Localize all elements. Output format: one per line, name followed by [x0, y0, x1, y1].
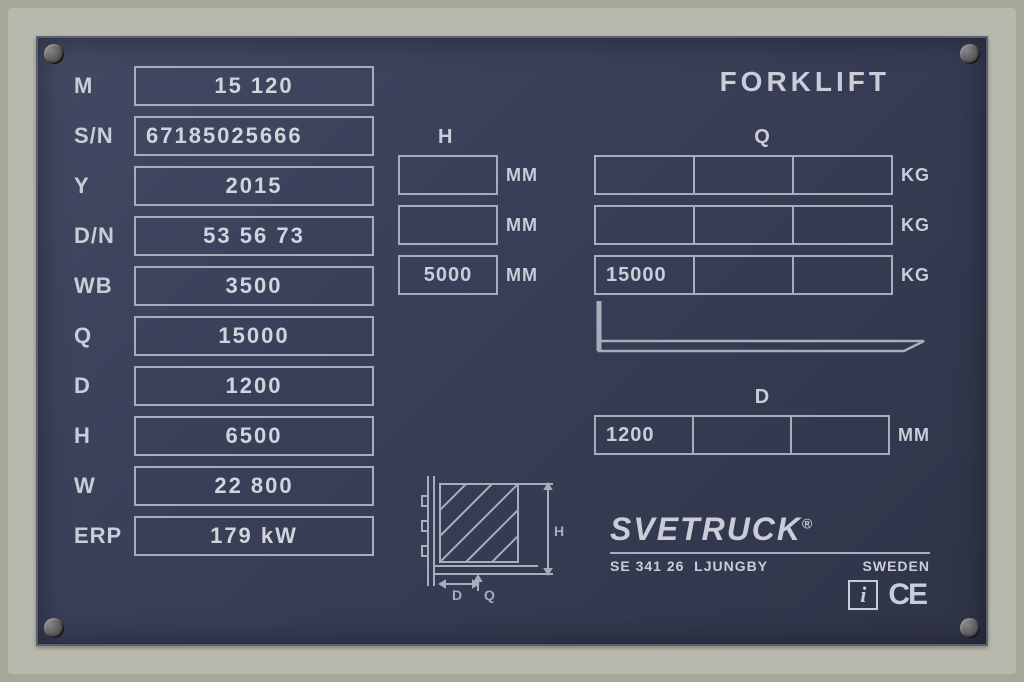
- spec-label: S/N: [74, 123, 134, 149]
- brand-text: SVETRUCK: [610, 511, 802, 547]
- d-cell: 1200: [594, 415, 694, 455]
- brand-block: SVETRUCK® SE 341 26 LJUNGBY SWEDEN: [610, 511, 930, 574]
- spec-label: WB: [74, 273, 134, 299]
- q-cell: [794, 255, 893, 295]
- q-cell: [594, 155, 695, 195]
- q-cell: [695, 155, 794, 195]
- screw-bottom-right: [960, 618, 980, 638]
- q-cell: 15000: [594, 255, 695, 295]
- spec-row: W22 800: [74, 466, 374, 506]
- unit-mm: MM: [506, 165, 538, 186]
- d-row-section: D 1200 MM: [594, 386, 930, 455]
- registered-mark: ®: [802, 515, 814, 531]
- unit-kg: KG: [901, 165, 930, 186]
- left-spec-column: M15 120 S/N67185025666 Y2015 D/N53 56 73…: [74, 66, 374, 624]
- spec-row: M15 120: [74, 66, 374, 106]
- right-section: FORKLIFT H MM MM 5000 MM Q KG: [374, 66, 950, 624]
- spec-label: D: [74, 373, 134, 399]
- h-column-section: H MM MM 5000 MM: [398, 126, 538, 305]
- brand-name: SVETRUCK®: [610, 511, 930, 554]
- brand-country: SWEDEN: [863, 558, 930, 574]
- q-table-label: Q: [594, 126, 930, 149]
- screw-top-left: [44, 44, 64, 64]
- brand-city: LJUNGBY: [694, 558, 768, 574]
- mounting-surface: M15 120 S/N67185025666 Y2015 D/N53 56 73…: [8, 8, 1016, 674]
- spec-row: Y2015: [74, 166, 374, 206]
- brand-address: SE 341 26 LJUNGBY SWEDEN: [610, 558, 930, 574]
- spec-label: W: [74, 473, 134, 499]
- spec-value: 22 800: [134, 466, 374, 506]
- unit-mm: MM: [898, 425, 930, 446]
- spec-row: D1200: [74, 366, 374, 406]
- plate-title: FORKLIFT: [720, 66, 890, 98]
- q-cell: [695, 205, 794, 245]
- spec-label: Y: [74, 173, 134, 199]
- spec-value: 2015: [134, 166, 374, 206]
- d-cell: [694, 415, 792, 455]
- info-icon: i: [848, 580, 878, 610]
- q-cell: [594, 205, 695, 245]
- nameplate: M15 120 S/N67185025666 Y2015 D/N53 56 73…: [36, 36, 988, 646]
- q-table-section: Q KG KG 15000: [594, 126, 930, 305]
- q-cell: [695, 255, 794, 295]
- spec-row: H6500: [74, 416, 374, 456]
- unit-kg: KG: [901, 265, 930, 286]
- svg-text:H: H: [554, 523, 564, 539]
- spec-value: 53 56 73: [134, 216, 374, 256]
- fork-icon: [594, 296, 934, 356]
- compliance-icons: i CE: [848, 578, 926, 612]
- h-column-label: H: [438, 126, 538, 149]
- q-cell: [794, 205, 893, 245]
- ce-mark-icon: CE: [888, 578, 926, 612]
- spec-row: WB3500: [74, 266, 374, 306]
- spec-value: 67185025666: [134, 116, 374, 156]
- spec-label: H: [74, 423, 134, 449]
- spec-value: 179 kW: [134, 516, 374, 556]
- spec-value: 3500: [134, 266, 374, 306]
- brand-postal: SE 341 26: [610, 558, 684, 574]
- spec-row: Q15000: [74, 316, 374, 356]
- forklift-diagram: D Q H: [398, 466, 568, 616]
- spec-value: 15 120: [134, 66, 374, 106]
- d-cell: [792, 415, 890, 455]
- unit-mm: MM: [506, 215, 538, 236]
- svg-text:D: D: [452, 587, 462, 603]
- unit-kg: KG: [901, 215, 930, 236]
- spec-label: ERP: [74, 523, 134, 549]
- spec-value: 15000: [134, 316, 374, 356]
- h-field: 5000: [398, 255, 498, 295]
- spec-row: D/N53 56 73: [74, 216, 374, 256]
- spec-label: Q: [74, 323, 134, 349]
- spec-row: S/N67185025666: [74, 116, 374, 156]
- spec-label: D/N: [74, 223, 134, 249]
- screw-bottom-left: [44, 618, 64, 638]
- d-row-label: D: [594, 386, 930, 409]
- spec-row: ERP179 kW: [74, 516, 374, 556]
- spec-label: M: [74, 73, 134, 99]
- h-field: [398, 205, 498, 245]
- spec-value: 1200: [134, 366, 374, 406]
- unit-mm: MM: [506, 265, 538, 286]
- svg-text:Q: Q: [484, 587, 495, 603]
- h-field: [398, 155, 498, 195]
- q-cell: [794, 155, 893, 195]
- screw-top-right: [960, 44, 980, 64]
- spec-value: 6500: [134, 416, 374, 456]
